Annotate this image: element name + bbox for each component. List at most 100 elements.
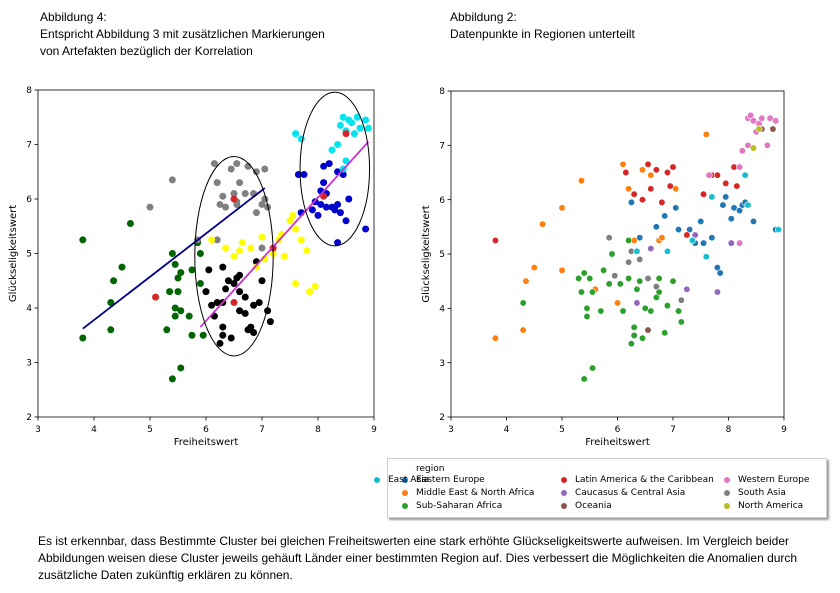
scatter-point	[744, 201, 752, 209]
scatter-point	[331, 206, 339, 214]
scatter-point	[146, 203, 154, 211]
scatter-point	[530, 264, 538, 272]
scatter-point	[625, 236, 633, 244]
summary-text: Es ist erkennbar, dass Bestimmte Cluster…	[38, 534, 798, 582]
scatter-point	[672, 204, 680, 212]
scatter-point	[558, 204, 566, 212]
scatter-point	[625, 258, 633, 266]
scatter-point	[616, 280, 624, 288]
scatter-point	[630, 331, 638, 340]
scatter-point	[219, 263, 227, 271]
scatter-point	[342, 130, 350, 138]
y-tick-label: 8	[439, 87, 445, 97]
scatter-point	[224, 277, 232, 285]
scatter-point	[292, 225, 300, 233]
scatter-point	[208, 236, 216, 244]
scatter-point	[622, 168, 630, 177]
scatter-point	[79, 334, 87, 342]
scatter-point	[322, 203, 330, 211]
scatter-point	[213, 179, 221, 187]
scatter-point	[608, 250, 616, 258]
scatter-point	[174, 274, 182, 282]
scatter-point	[702, 130, 710, 139]
trend-line	[82, 187, 266, 330]
scatter-point	[233, 160, 241, 168]
x-tick-label: 4	[91, 425, 97, 435]
legend-item: Eastern Europe	[402, 475, 485, 485]
scatter-point	[261, 165, 269, 173]
scatter-point	[252, 263, 260, 271]
scatter-point	[644, 274, 652, 283]
scatter-point	[356, 124, 364, 132]
scatter-point	[580, 375, 588, 383]
plot-frame	[37, 89, 375, 418]
scatter-point	[583, 304, 591, 312]
scatter-point	[266, 318, 274, 326]
scatter-point	[303, 247, 311, 255]
scatter-point	[219, 323, 227, 331]
scatter-point	[613, 299, 622, 307]
scatter-point	[362, 116, 370, 124]
scatter-point	[763, 141, 771, 149]
scatter-point	[677, 296, 685, 304]
scatter-point	[317, 200, 325, 208]
scatter-point	[619, 160, 627, 168]
scatter-point	[222, 203, 230, 211]
scatter-point	[250, 301, 258, 309]
scatter-point	[336, 121, 344, 129]
scatter-point	[749, 117, 758, 125]
chart-figure-4: 3 4 5 6 7 8 92345678FreiheitswertGlückseligkei…	[8, 86, 377, 448]
legend-label: Eastern Europe	[416, 475, 485, 485]
scatter-point	[636, 234, 644, 242]
scatter-point	[730, 204, 738, 212]
scatter-point	[230, 190, 238, 198]
scatter-point	[188, 266, 196, 274]
y-tick-label: 6	[26, 195, 32, 205]
y-axis-label: Glückseligkeitswert	[421, 205, 432, 302]
scatter-point	[722, 193, 730, 201]
scatter-point	[166, 288, 174, 296]
scatter-point	[252, 209, 260, 217]
scatter-point	[672, 185, 680, 193]
legend-item: Western Europe	[724, 475, 809, 485]
scatter-point	[769, 125, 777, 133]
x-tick-label: 8	[726, 425, 732, 435]
scatter-point	[722, 179, 730, 187]
scatter-point	[241, 190, 249, 198]
scatter-point	[177, 307, 185, 315]
scatter-point	[661, 212, 669, 220]
scatter-point	[241, 309, 249, 317]
y-tick-label: 3	[439, 359, 445, 369]
scatter-point	[250, 329, 258, 337]
figure-2-caption: Abbildung 2: Datenpunkte in Regionen unt…	[450, 9, 750, 43]
scatter-point	[522, 277, 530, 285]
x-tick-label: 4	[504, 425, 510, 435]
scatter-point	[110, 277, 118, 285]
y-tick-label: 4	[26, 304, 32, 314]
scatter-point	[627, 198, 635, 206]
chart-figure-2: 3 4 5 6 7 8 92345678FreiheitswertGlückseligkei…	[421, 87, 787, 448]
scatter-point	[652, 283, 660, 291]
scatter-point	[118, 263, 126, 271]
scatter-point	[258, 233, 266, 241]
y-tick-label: 7	[26, 141, 32, 151]
scatter-point	[230, 299, 238, 307]
scatter-point	[658, 198, 666, 206]
y-tick-label: 3	[26, 359, 32, 369]
plot-frame	[450, 90, 785, 418]
scatter-point	[577, 288, 585, 296]
scatter-point	[577, 177, 585, 185]
scatter-point	[588, 364, 597, 372]
scatter-point	[258, 244, 266, 252]
scatter-point	[168, 250, 176, 257]
scatter-point	[636, 255, 644, 263]
scatter-point	[292, 279, 300, 287]
scatter-point	[236, 179, 244, 187]
scatter-point	[658, 234, 666, 242]
scatter-point	[320, 192, 328, 200]
scatter-point	[605, 280, 613, 288]
scatter-point	[213, 299, 221, 307]
x-tick-label: 9	[371, 425, 377, 435]
scatter-point	[519, 326, 527, 334]
legend-label: Caucasus & Central Asia	[575, 488, 686, 498]
